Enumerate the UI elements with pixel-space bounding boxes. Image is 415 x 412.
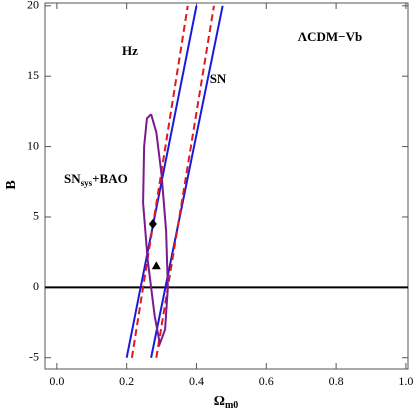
x-tick-label: 0.4 — [189, 374, 204, 388]
y-tick-label: 0 — [33, 279, 39, 293]
annotation-text: ΛCDM−Vb — [298, 29, 362, 44]
x-label-sub: m0 — [225, 400, 238, 411]
x-tick-label: 0.2 — [119, 374, 134, 388]
annotation-after: +BAO — [92, 171, 128, 186]
annotation-text: SN — [64, 171, 81, 186]
y-tick-label: 15 — [27, 68, 39, 82]
curve — [130, 5, 189, 358]
annotation: SN — [210, 71, 227, 86]
y-axis-label: B — [4, 180, 19, 189]
x-tick-label: 1.0 — [398, 374, 413, 388]
annotation: Hz — [122, 43, 138, 58]
annotation: SNsys+BAO — [64, 171, 128, 188]
x-tick-label: 0.8 — [329, 374, 344, 388]
y-tick-label: 5 — [33, 209, 39, 223]
curve — [142, 113, 169, 348]
annotation-text: Hz — [122, 43, 138, 58]
x-tick-label: 0.6 — [259, 374, 274, 388]
y-tick-label: -5 — [29, 349, 39, 363]
x-tick-label: 0.0 — [49, 374, 64, 388]
y-tick-label: 10 — [27, 138, 39, 152]
x-axis-label: Ωm0 — [214, 394, 239, 411]
marker — [151, 261, 161, 270]
curve — [150, 5, 224, 358]
annotation-text: SN — [210, 71, 227, 86]
y-tick-label: 20 — [27, 0, 39, 12]
annotation-sub: sys — [81, 178, 93, 188]
curve — [155, 5, 215, 358]
plot-frame — [44, 2, 409, 370]
annotation: ΛCDM−Vb — [298, 29, 362, 44]
marker — [148, 219, 157, 230]
x-label-main: Ω — [214, 394, 225, 409]
